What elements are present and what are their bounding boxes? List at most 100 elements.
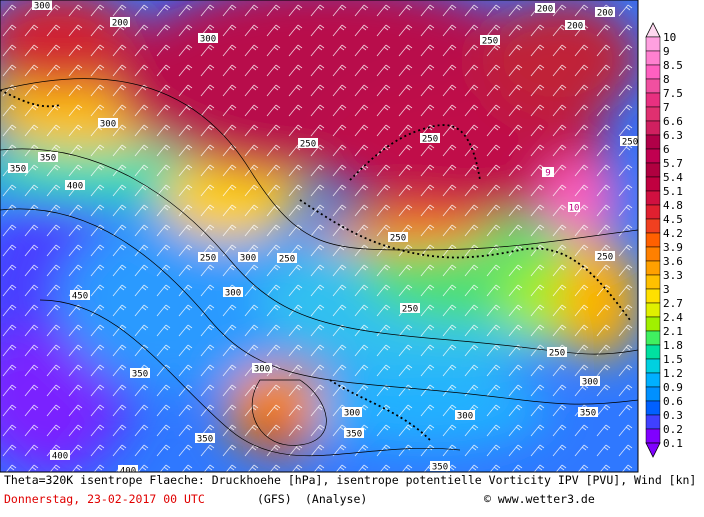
contour-label: 300 <box>344 409 360 419</box>
legend-label: 4.5 <box>663 213 683 226</box>
map-frame <box>0 0 639 473</box>
legend-label: 3.6 <box>663 255 683 268</box>
legend-label: 1.8 <box>663 339 683 352</box>
contour-label-box <box>195 433 215 443</box>
contour-label: 250 <box>402 305 418 315</box>
contour-label-box <box>578 407 598 417</box>
legend-label: 4.2 <box>663 227 683 240</box>
copyright: © www.wetter3.de <box>484 492 595 506</box>
legend-swatch <box>645 246 661 262</box>
contour-label: 350 <box>580 409 596 419</box>
legend-swatch <box>645 218 661 234</box>
legend-swatch <box>645 134 661 150</box>
contour-label: 250 <box>597 253 613 263</box>
contour-label-box <box>547 347 567 357</box>
legend-swatch <box>645 386 661 402</box>
legend-label: 1.2 <box>663 367 683 380</box>
contour-label-box <box>65 180 85 190</box>
legend-swatch <box>645 330 661 346</box>
pv-legend: 1098.587.576.66.365.75.45.14.84.54.23.93… <box>645 22 683 458</box>
legend-label: 7.5 <box>663 87 683 100</box>
legend-swatch <box>645 288 661 304</box>
contour-label: 250 <box>482 37 498 47</box>
contour-label-box <box>277 253 297 263</box>
legend-label: 4.8 <box>663 199 683 212</box>
contour-label-box <box>595 7 615 17</box>
model: (GFS) <box>257 492 292 506</box>
contour-label-box <box>388 232 408 242</box>
contour-label-box <box>130 368 150 378</box>
contour-label: 300 <box>457 412 473 422</box>
contour-label-box <box>198 33 218 43</box>
contour-label-box <box>98 118 118 128</box>
legend-label: 3.3 <box>663 269 683 282</box>
map-area: 300 300 250 300 350 350 400 450 250 250 250 300 300 2… <box>0 0 638 473</box>
legend-swatch <box>645 92 661 108</box>
legend-swatch <box>645 36 661 52</box>
contour-label: 200 <box>537 5 553 15</box>
contour-label: 350 <box>432 463 448 473</box>
contour-label: 250 <box>549 349 565 359</box>
contour-label: 250 <box>300 140 316 150</box>
legend-label: 0.6 <box>663 395 683 408</box>
legend-label: 8.5 <box>663 59 683 72</box>
pv-label: 10 <box>569 204 580 214</box>
contour-label: 300 <box>240 254 256 264</box>
contour-label-box <box>580 376 600 386</box>
contour-label-box <box>238 252 258 262</box>
contour-label-box <box>344 428 364 438</box>
contour-label: 350 <box>40 154 56 164</box>
contour-label-box <box>298 138 318 148</box>
legend-swatch <box>645 176 661 192</box>
contour-label: 200 <box>567 22 583 32</box>
contour-label: 250 <box>390 234 406 244</box>
legend-label: 10 <box>663 31 676 44</box>
contour-label-box <box>110 17 130 27</box>
contour-label-box <box>32 0 52 10</box>
legend-swatch <box>645 260 661 276</box>
contour-label: 300 <box>254 365 270 375</box>
pv-label-box <box>568 202 580 212</box>
contour-label-box <box>8 163 28 173</box>
legend-swatch <box>645 428 661 444</box>
legend-label: 5.1 <box>663 185 683 198</box>
legend-swatch <box>645 372 661 388</box>
legend-label: 8 <box>663 73 670 86</box>
contour-label: 350 <box>346 430 362 440</box>
contour-label-box <box>455 410 475 420</box>
legend-label: 0.9 <box>663 381 683 394</box>
legend-swatch <box>645 274 661 290</box>
contour-label-box <box>430 461 450 471</box>
contour-label: 400 <box>52 452 68 462</box>
legend-label: 3.9 <box>663 241 683 254</box>
contour-label: 300 <box>100 120 116 130</box>
legend-label: 9 <box>663 45 670 58</box>
contour-label-box <box>50 450 70 460</box>
run: (Analyse) <box>305 492 367 506</box>
contour-label-box <box>223 287 243 297</box>
legend-swatch <box>645 106 661 122</box>
legend-label: 1.5 <box>663 353 683 366</box>
contour-label: 250 <box>422 135 438 145</box>
legend-bottom-cap <box>645 442 661 458</box>
contour-label-box <box>252 363 272 373</box>
legend-swatch <box>645 204 661 220</box>
legend-label: 7 <box>663 101 670 114</box>
legend-swatch <box>645 344 661 360</box>
legend-swatch <box>645 302 661 318</box>
contour-label-box <box>70 290 90 300</box>
legend-swatch <box>645 190 661 206</box>
legend-label: 0.1 <box>663 437 683 450</box>
legend-label: 0.2 <box>663 423 683 436</box>
pv-label: 9 <box>545 169 550 179</box>
legend-label: 0.3 <box>663 409 683 422</box>
contour-label: 300 <box>200 35 216 45</box>
contour-label: 200 <box>112 19 128 29</box>
contour-label: 250 <box>622 138 638 148</box>
legend-label: 2.1 <box>663 325 683 338</box>
legend-swatch <box>645 64 661 80</box>
contour-label-box <box>118 465 138 472</box>
date: Donnerstag, 23-02-2017 00 UTC <box>4 492 205 506</box>
contour-label-box <box>565 20 585 30</box>
